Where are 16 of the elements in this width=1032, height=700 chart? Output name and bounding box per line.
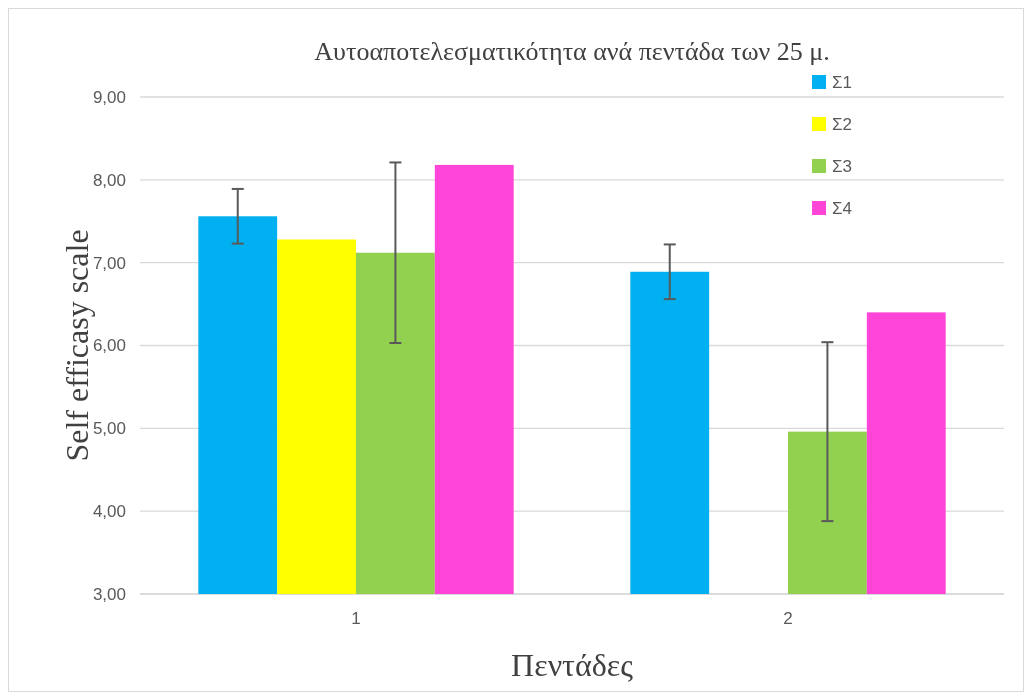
y-tick-label: 3,00 bbox=[92, 584, 126, 604]
x-axis-title: Πεντάδες bbox=[511, 647, 634, 683]
y-tick-label: 7,00 bbox=[92, 253, 126, 273]
x-tick-label: 1 bbox=[351, 609, 361, 628]
y-tick-label: 4,00 bbox=[92, 502, 126, 522]
x-tick-label: 2 bbox=[783, 609, 793, 628]
legend-label: Σ4 bbox=[832, 198, 852, 218]
legend-label: Σ2 bbox=[832, 114, 852, 134]
y-tick-label: 8,00 bbox=[92, 170, 126, 190]
legend-label: Σ3 bbox=[832, 156, 852, 176]
y-tick-label: 6,00 bbox=[92, 336, 126, 356]
y-axis-title: Self efficasy scale bbox=[59, 229, 95, 462]
y-tick-label: 5,00 bbox=[92, 419, 126, 439]
legend-label: Σ1 bbox=[832, 72, 852, 92]
y-tick-label: 9,00 bbox=[92, 87, 126, 107]
chart-title: Αυτοαποτελεσματικότητα ανά πεντάδα των 25 μ. bbox=[314, 37, 830, 66]
